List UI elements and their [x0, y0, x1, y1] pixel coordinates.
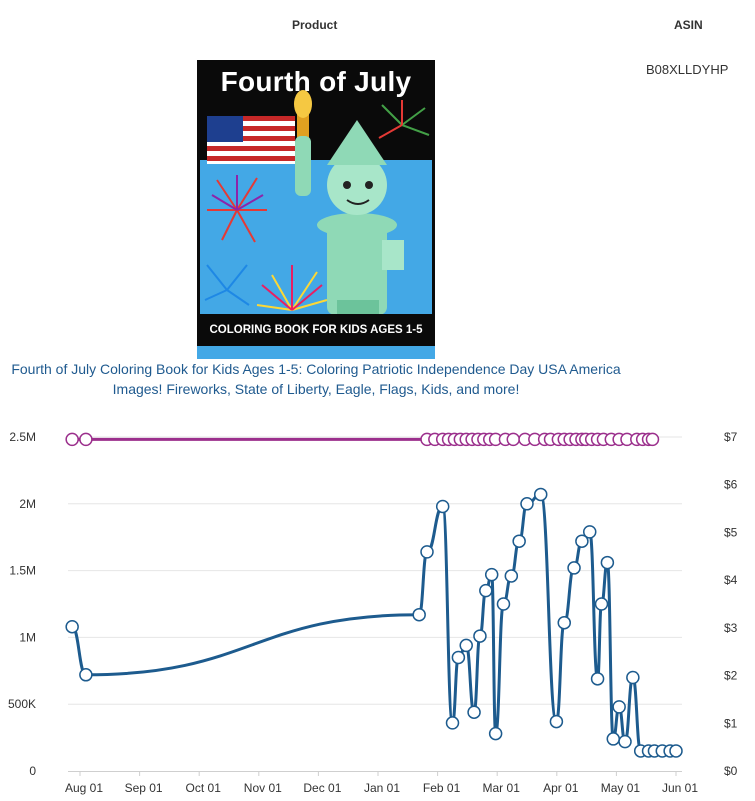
right-axis-tick-label: $5	[724, 525, 738, 539]
sales-rank-point	[484, 567, 499, 582]
sales-rank-point	[412, 607, 426, 622]
sales-rank-point	[549, 714, 564, 729]
x-axis-tick-label: Dec 01	[303, 781, 341, 795]
sales-rank-point	[533, 487, 548, 502]
product-title-line-1: Fourth of July Coloring Book for Kids Ag…	[11, 361, 621, 377]
sales-rank-point	[567, 561, 581, 575]
product-column-header: Product	[292, 18, 338, 32]
x-axis-tick-label: Mar 01	[483, 781, 521, 795]
left-axis-tick-label: 2.5M	[9, 430, 36, 444]
sales-rank-point	[435, 499, 450, 514]
sales-rank-point	[557, 615, 571, 630]
product-title-link[interactable]: Fourth of July Coloring Book for Kids Ag…	[10, 359, 622, 399]
x-axis-tick-label: May 01	[601, 781, 641, 795]
sales-rank-point	[467, 705, 481, 719]
sales-rank-point	[79, 668, 93, 682]
x-axis-tick-label: Oct 01	[186, 781, 222, 795]
x-axis-tick-label: Sep 01	[125, 781, 163, 795]
sales-rank-point	[626, 670, 640, 685]
sales-rank-point	[65, 619, 79, 634]
statue-of-liberty-icon	[294, 90, 404, 316]
sales-rank-point	[594, 597, 609, 611]
sales-rank-point	[512, 534, 526, 548]
x-axis-tick-label: Nov 01	[244, 781, 282, 795]
right-axis-tick-label: $3	[724, 621, 738, 635]
right-axis-tick-label: $7	[724, 430, 738, 444]
sales-rank-point	[504, 569, 519, 583]
right-axis-tick-label: $0	[724, 764, 738, 778]
sales-rank-point	[479, 583, 493, 598]
left-axis-tick-label: 2M	[19, 497, 36, 511]
sales-rank-price-chart[interactable]: 0 500K 1M 1.5M 2M 2.5M $0 $1 $2 $3 $4 $5 $6 $7 Aug 01 S…	[0, 415, 755, 801]
sales-rank-point	[582, 525, 597, 539]
price-point	[65, 432, 79, 447]
left-axis-tick-label: 0	[29, 764, 36, 778]
fireworks-icon	[204, 100, 430, 311]
right-axis-tick-label: $1	[724, 716, 738, 730]
cover-title: Fourth of July	[220, 66, 412, 97]
cover-illustration	[204, 90, 430, 316]
left-axis-tick-label: 1.5M	[9, 564, 36, 578]
asin-value: B08XLLDYHP	[646, 62, 729, 77]
product-cover-image[interactable]: Fourth of July	[197, 60, 435, 359]
sales-rank-point	[669, 744, 683, 758]
price-point	[645, 432, 660, 447]
sales-rank-point	[606, 732, 621, 746]
x-axis-tick-label: Aug 01	[65, 781, 103, 795]
sales-rank-point	[612, 700, 626, 714]
flag-icon	[207, 116, 295, 164]
left-axis-tick-label: 1M	[19, 630, 36, 644]
right-axis-tick-label: $6	[724, 478, 738, 492]
sales-rank-point	[575, 534, 589, 548]
sales-rank-point	[590, 672, 605, 686]
x-axis-tick-label: Feb 01	[423, 781, 461, 795]
sales-rank-point	[618, 734, 632, 749]
cover-bottom-strip	[197, 346, 435, 359]
left-axis-tick-label: 500K	[8, 697, 36, 711]
right-axis-tick-label: $4	[724, 573, 738, 587]
right-axis-tick-label: $2	[724, 669, 738, 683]
sales-rank-point	[451, 650, 466, 665]
sales-rank-point	[473, 629, 487, 643]
sales-rank-point	[420, 545, 434, 559]
x-axis-tick-label: Jun 01	[662, 781, 698, 795]
sales-rank-point	[488, 726, 503, 741]
product-title-line-2: Images! Fireworks, State of Liberty, Eag…	[112, 381, 520, 397]
sales-rank-point	[459, 638, 473, 653]
asin-column-header: ASIN	[674, 18, 703, 32]
sales-rank-point	[520, 497, 534, 511]
price-point	[506, 432, 521, 447]
price-point	[79, 432, 93, 447]
sales-rank-point	[445, 716, 460, 730]
sales-rank-point	[496, 597, 511, 611]
sales-rank-point	[600, 555, 615, 570]
cover-subtitle: COLORING BOOK FOR KIDS AGES 1-5	[197, 314, 435, 346]
x-axis-tick-label: Apr 01	[543, 781, 579, 795]
x-axis-tick-label: Jan 01	[364, 781, 400, 795]
